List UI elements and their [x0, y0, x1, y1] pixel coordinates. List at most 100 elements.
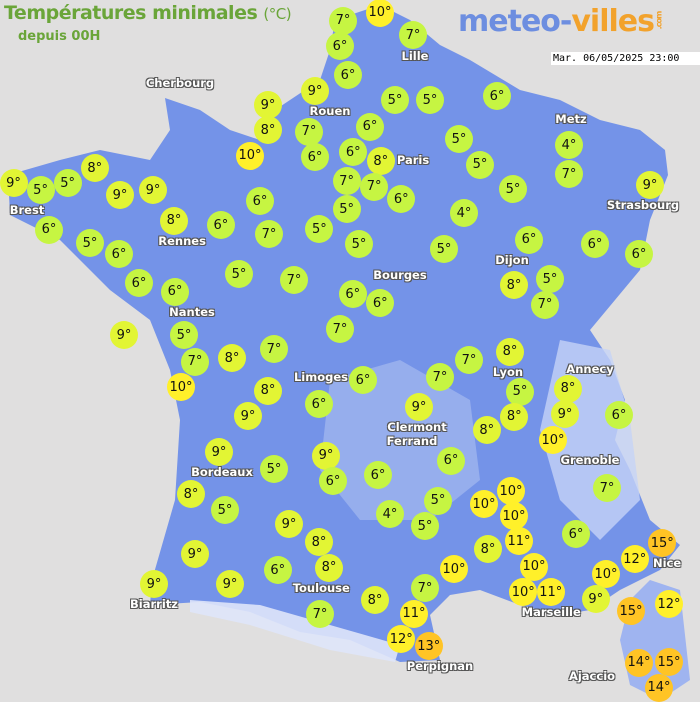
temperature-marker[interactable]: 6° [334, 61, 362, 89]
temperature-marker[interactable]: 10° [236, 141, 264, 170]
temperature-marker[interactable]: 8° [305, 528, 333, 557]
temperature-marker[interactable]: 10° [520, 552, 548, 581]
temperature-marker[interactable]: 5° [225, 260, 253, 288]
temperature-marker[interactable]: 9° [205, 438, 233, 466]
temperature-marker[interactable]: 6° [338, 280, 367, 308]
temperature-marker[interactable]: 13° [414, 632, 443, 660]
temperature-marker[interactable]: 9° [405, 393, 433, 421]
temperature-marker[interactable]: 4° [450, 199, 478, 227]
temperature-marker[interactable]: 6° [366, 289, 395, 317]
temperature-marker[interactable]: 10° [366, 0, 394, 27]
temperature-marker[interactable]: 8° [177, 480, 205, 508]
temperature-marker[interactable]: 6° [483, 82, 511, 110]
temperature-marker[interactable]: 11° [400, 599, 428, 628]
temperature-marker[interactable]: 12° [655, 590, 683, 618]
temperature-marker[interactable]: 7° [181, 347, 209, 376]
temperature-marker[interactable]: 5° [211, 496, 239, 524]
temperature-marker[interactable]: 8° [315, 553, 343, 582]
temperature-marker[interactable]: 5° [345, 230, 373, 258]
temperature-marker[interactable]: 9° [181, 540, 209, 568]
temperature-marker[interactable]: 15° [648, 529, 677, 557]
temperature-marker[interactable]: 9° [275, 510, 303, 538]
temperature-marker[interactable]: 7° [332, 167, 361, 195]
temperature-marker[interactable]: 7° [326, 315, 354, 343]
temperature-marker[interactable]: 14° [645, 673, 673, 702]
temperature-marker[interactable]: 6° [263, 556, 292, 584]
temperature-marker[interactable]: 6° [206, 211, 235, 239]
temperature-marker[interactable]: 6° [125, 269, 153, 297]
temperature-marker[interactable]: 9° [636, 171, 664, 199]
temperature-marker[interactable]: 6° [625, 240, 653, 268]
temperature-marker[interactable]: 9° [234, 402, 262, 431]
temperature-marker[interactable]: 10° [470, 490, 498, 518]
temperature-marker[interactable]: 12° [387, 625, 416, 654]
temperature-marker[interactable]: 8° [366, 147, 395, 176]
temperature-marker[interactable]: 5° [170, 321, 198, 349]
temperature-marker[interactable]: 6° [105, 240, 133, 268]
temperature-marker[interactable]: 7° [411, 574, 439, 603]
temperature-marker[interactable]: 6° [387, 185, 416, 213]
temperature-marker[interactable]: 8° [500, 271, 528, 299]
temperature-marker[interactable]: 8° [496, 337, 524, 366]
temperature-marker[interactable]: 10° [167, 373, 195, 402]
temperature-marker[interactable]: 8° [500, 402, 529, 431]
temperature-marker[interactable]: 8° [472, 416, 501, 444]
temperature-marker[interactable]: 9° [139, 176, 167, 204]
temperature-marker[interactable]: 10° [592, 560, 620, 588]
temperature-marker[interactable]: 8° [254, 376, 282, 405]
temperature-marker[interactable]: 5° [506, 377, 534, 406]
temperature-marker[interactable]: 6° [562, 520, 590, 548]
temperature-marker[interactable]: 7° [260, 335, 288, 363]
temperature-marker[interactable]: 6° [326, 32, 354, 61]
temperature-marker[interactable]: 7° [426, 363, 454, 391]
temperature-marker[interactable]: 7° [593, 474, 621, 502]
temperature-marker[interactable]: 7° [455, 346, 483, 374]
temperature-marker[interactable]: 11° [505, 527, 533, 556]
temperature-marker[interactable]: 5° [499, 175, 527, 203]
temperature-marker[interactable]: 9° [110, 321, 138, 349]
temperature-marker[interactable]: 8° [80, 154, 109, 182]
temperature-marker[interactable]: 10° [440, 555, 468, 583]
temperature-marker[interactable]: 5° [332, 195, 361, 223]
temperature-marker[interactable]: 5° [26, 176, 55, 204]
temperature-marker[interactable]: 14° [625, 648, 653, 677]
temperature-marker[interactable]: 6° [356, 112, 384, 141]
temperature-marker[interactable]: 15° [617, 597, 645, 625]
temperature-marker[interactable]: 8° [218, 344, 246, 372]
temperature-marker[interactable]: 8° [254, 116, 282, 145]
temperature-marker[interactable]: 5° [424, 486, 452, 515]
temperature-marker[interactable]: 6° [581, 230, 609, 258]
temperature-marker[interactable]: 7° [280, 266, 308, 294]
temperature-marker[interactable]: 9° [216, 570, 244, 598]
temperature-marker[interactable]: 6° [437, 446, 465, 475]
temperature-marker[interactable]: 5° [416, 86, 444, 114]
temperature-marker[interactable]: 7° [399, 21, 427, 49]
temperature-marker[interactable]: 8° [361, 586, 389, 614]
temperature-marker[interactable]: 10° [509, 578, 538, 607]
temperature-marker[interactable]: 4° [376, 500, 404, 528]
temperature-marker[interactable]: 5° [445, 125, 473, 154]
temperature-marker[interactable]: 8° [474, 535, 502, 563]
temperature-marker[interactable]: 5° [260, 455, 288, 483]
temperature-marker[interactable]: 7° [329, 6, 357, 35]
temperature-marker[interactable]: 8° [554, 374, 582, 403]
temperature-marker[interactable]: 12° [620, 545, 649, 573]
temperature-marker[interactable]: 6° [161, 277, 189, 306]
temperature-marker[interactable]: 8° [160, 206, 188, 235]
temperature-marker[interactable]: 9° [254, 91, 282, 120]
temperature-marker[interactable]: 10° [500, 502, 528, 531]
temperature-marker[interactable]: 5° [305, 215, 334, 243]
temperature-marker[interactable]: 9° [551, 400, 579, 429]
temperature-marker[interactable]: 7° [295, 117, 323, 146]
temperature-marker[interactable]: 9° [312, 441, 340, 470]
temperature-marker[interactable]: 7° [255, 220, 283, 248]
temperature-marker[interactable]: 6° [515, 225, 543, 254]
temperature-marker[interactable]: 5° [536, 265, 564, 294]
temperature-marker[interactable]: 6° [364, 461, 392, 489]
temperature-marker[interactable]: 7° [531, 290, 559, 319]
temperature-marker[interactable]: 7° [306, 600, 334, 628]
meteo-villes-logo[interactable]: meteo-villes.com [458, 4, 672, 39]
temperature-marker[interactable]: 5° [411, 512, 439, 541]
temperature-marker[interactable]: 6° [35, 215, 63, 244]
temperature-marker[interactable]: 9° [106, 181, 134, 209]
